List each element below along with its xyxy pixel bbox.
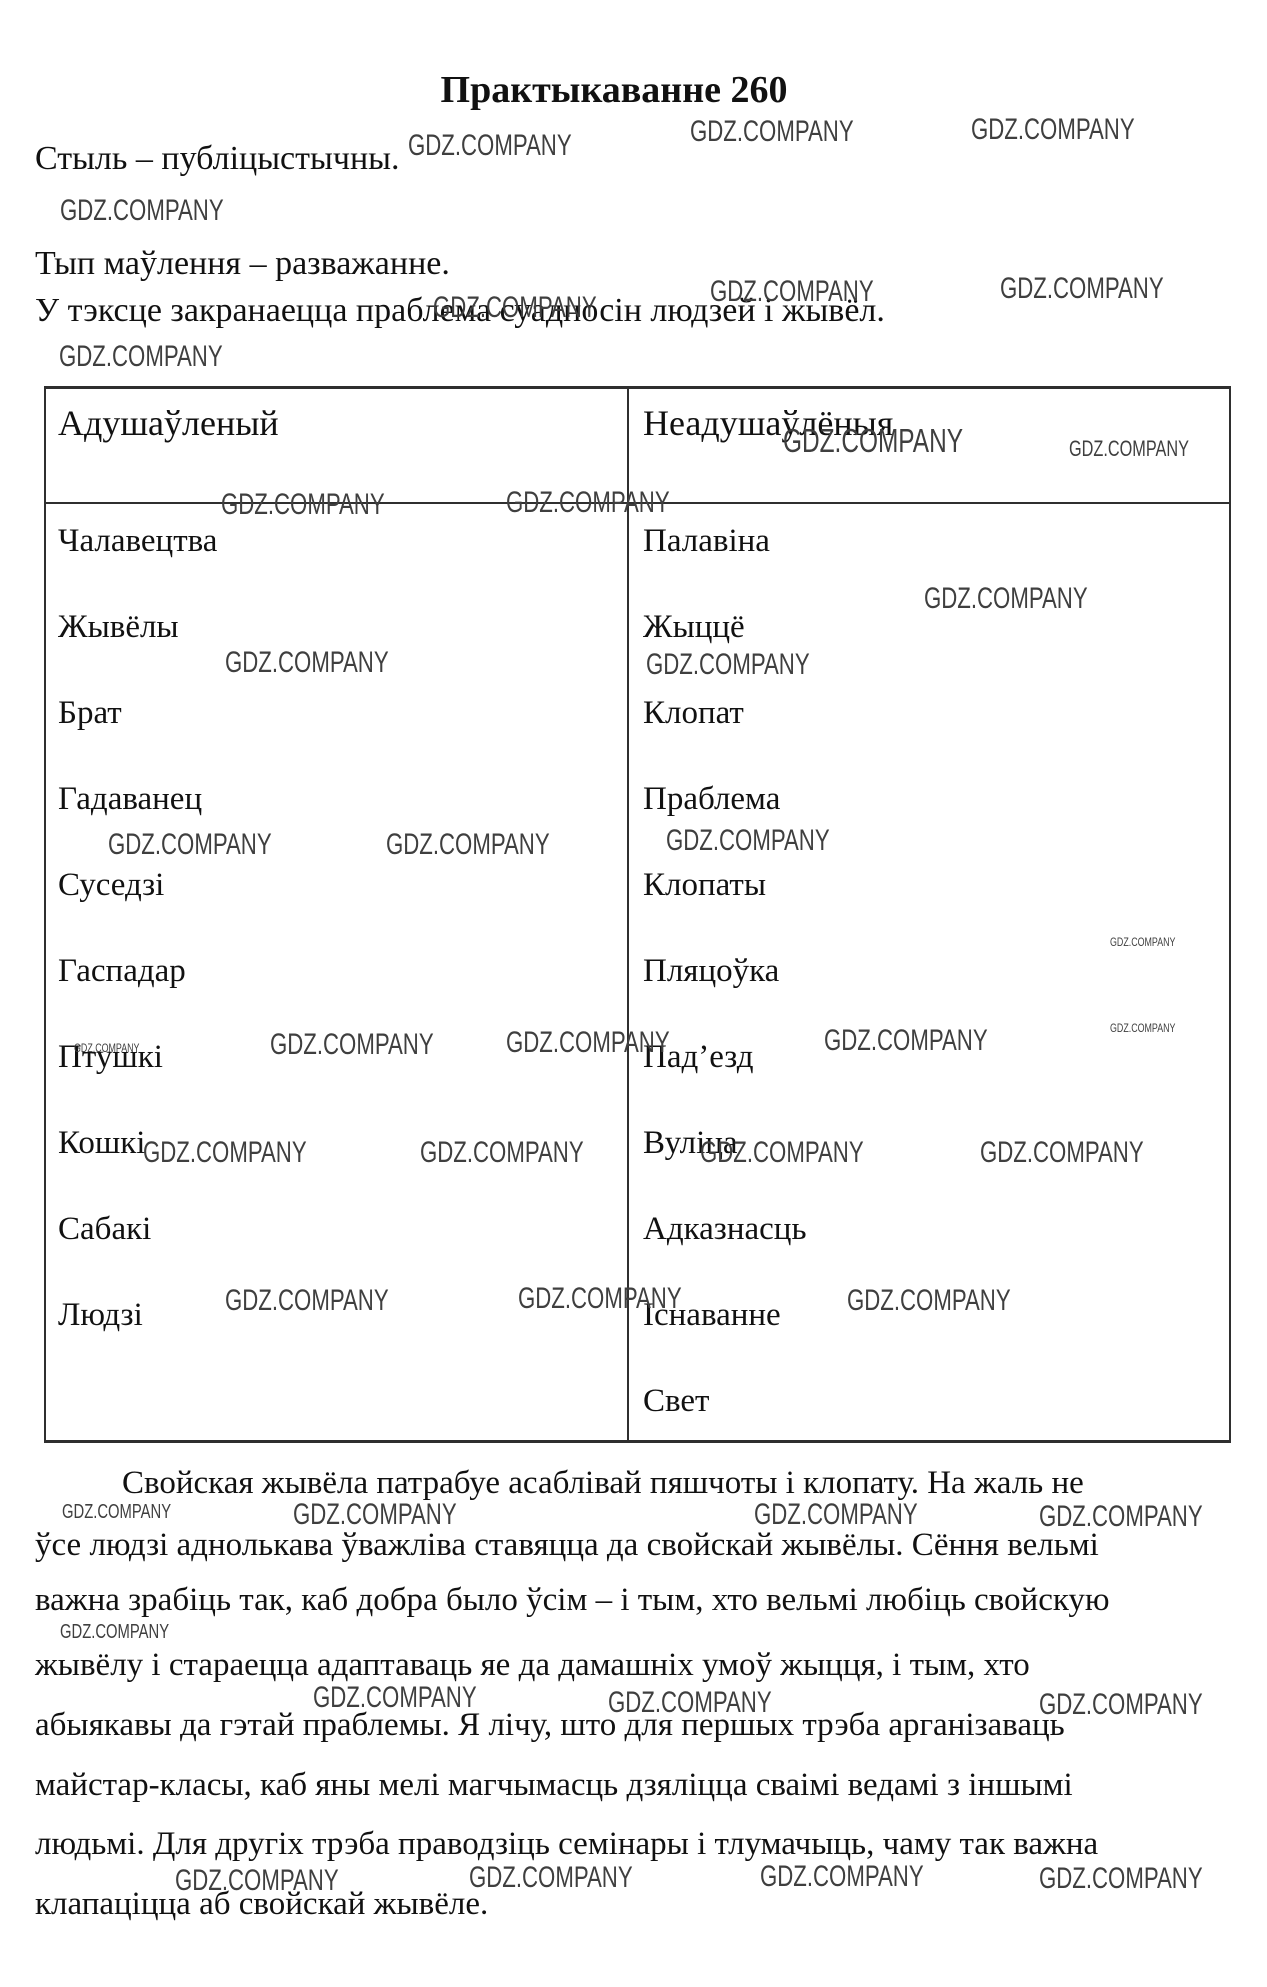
table-cell-word: Клопаты <box>643 867 767 903</box>
watermark-text: GDZ.COMPANY <box>754 1498 918 1531</box>
watermark-text: GDZ.COMPANY <box>1039 1862 1203 1895</box>
table-cell-word: Кошкі <box>58 1125 146 1161</box>
noun-classification-table: Адушаўленый Чалавецтва Жывёлы Брат Гадав… <box>44 386 1231 1443</box>
problem-line: У тэксце закранаецца праблема суадносін … <box>35 292 885 329</box>
table-cell-word: Клопат <box>643 695 744 731</box>
table-cell-word: Свет <box>643 1383 710 1419</box>
essay-line: клапаціцца аб свойскай жывёле. <box>35 1886 489 1922</box>
essay-line: Свойская жывёла патрабуе асаблівай пяшчо… <box>122 1465 1084 1501</box>
watermark-text: GDZ.COMPANY <box>971 113 1135 146</box>
table-cell-word: Птушкі <box>58 1039 163 1075</box>
table-cell-word: Адказнасць <box>643 1211 807 1247</box>
table-cell-word: Гадаванец <box>58 781 203 817</box>
watermark-text: GDZ.COMPANY <box>59 340 223 373</box>
table-cell-word: Палавіна <box>643 523 770 559</box>
essay-line: людьмі. Для другіх трэба праводзіць семі… <box>35 1826 1099 1862</box>
watermark-text: GDZ.COMPANY <box>60 1621 170 1643</box>
inanimate-column: Неадушаўлёныя Палавіна Жыццё Клопат Праб… <box>629 389 1229 1440</box>
table-cell-word: Існаванне <box>643 1297 781 1333</box>
watermark-text: GDZ.COMPANY <box>293 1498 457 1531</box>
watermark-text: GDZ.COMPANY <box>1000 272 1164 305</box>
watermark-text: GDZ.COMPANY <box>60 194 224 227</box>
table-cell-word: Пад’езд <box>643 1039 754 1075</box>
table-cell-word: Жывёлы <box>58 609 179 645</box>
speech-type-line: Тып маўлення – разважанне. <box>35 245 450 282</box>
table-cell-word: Людзі <box>58 1297 143 1333</box>
style-line: Стыль – публіцыстычны. <box>35 140 400 177</box>
essay-line: важна зрабіць так, каб добра было ўсім –… <box>35 1582 1110 1618</box>
column-header-inanimate: Неадушаўлёныя <box>629 389 1229 504</box>
table-cell-word: Брат <box>58 695 122 731</box>
essay-line: абыякавы да гэтай праблемы. Я лічу, што … <box>35 1707 1065 1743</box>
table-cell-word: Сабакі <box>58 1211 152 1247</box>
animate-word-list: Чалавецтва Жывёлы Брат Гадаванец Суседзі… <box>46 498 627 1358</box>
table-cell-word: Суседзі <box>58 867 165 903</box>
page-title: Практыкаванне 260 <box>440 69 788 112</box>
column-header-animate: Адушаўленый <box>46 389 627 504</box>
essay-line: майстар-класы, каб яны мелі магчымасць д… <box>35 1767 1073 1803</box>
watermark-text: GDZ.COMPANY <box>469 1861 633 1894</box>
animate-column: Адушаўленый Чалавецтва Жывёлы Брат Гадав… <box>46 389 629 1440</box>
watermark-text: GDZ.COMPANY <box>408 129 572 162</box>
inanimate-word-list: Палавіна Жыццё Клопат Праблема Клопаты П… <box>629 498 1229 1444</box>
essay-line: жывёлу і стараецца адаптаваць яе да дама… <box>35 1647 1030 1683</box>
watermark-text: GDZ.COMPANY <box>62 1501 172 1523</box>
watermark-text: GDZ.COMPANY <box>760 1860 924 1893</box>
table-cell-word: Гаспадар <box>58 953 186 989</box>
table-cell-word: Чалавецтва <box>58 523 218 559</box>
table-cell-word: Жыццё <box>643 609 745 645</box>
table-cell-word: Пляцоўка <box>643 953 780 989</box>
table-cell-word: Праблема <box>643 781 781 817</box>
watermark-text: GDZ.COMPANY <box>690 115 854 148</box>
essay-line: ўсе людзі аднолькава ўважліва ставяцца д… <box>35 1527 1099 1563</box>
table-cell-word: Вуліца <box>643 1125 738 1161</box>
